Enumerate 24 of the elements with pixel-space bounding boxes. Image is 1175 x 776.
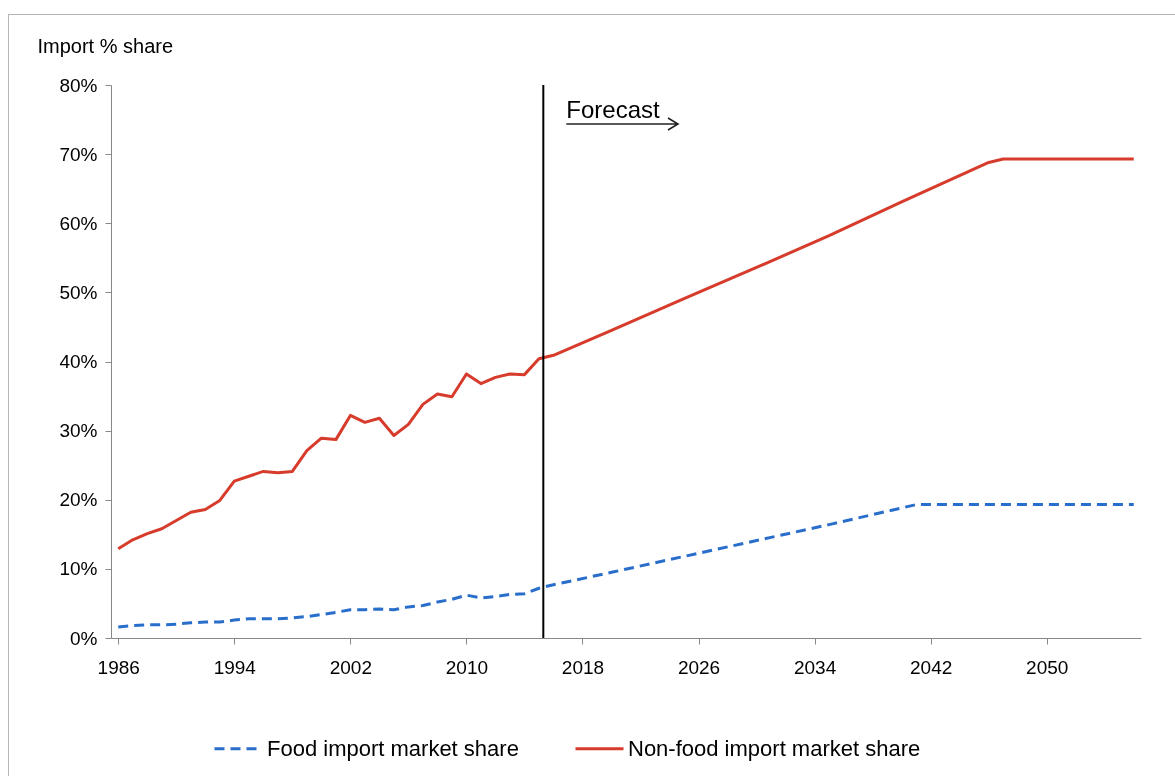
x-tick-label: 1994: [213, 656, 257, 678]
y-tick-label: 0%: [70, 627, 98, 649]
ref-line-label: Forecast: [566, 96, 661, 123]
y-tick-label: 70%: [59, 143, 98, 165]
y-tick-label: 40%: [59, 351, 98, 372]
y-axis-title: Import % share: [37, 34, 174, 57]
x-tick-label: 2018: [561, 656, 605, 678]
x-tick-label: 2034: [793, 656, 837, 678]
x-tick-label: 2002: [329, 656, 373, 678]
line-series: [116, 503, 1136, 629]
y-tick-label: 60%: [59, 212, 98, 234]
x-tick-label: 2050: [1026, 656, 1069, 678]
y-tick-label: 20%: [59, 489, 98, 511]
y-tick-label: 80%: [59, 74, 98, 96]
y-tick-label: 30%: [59, 420, 98, 442]
y-tick-label: 10%: [59, 558, 98, 580]
x-tick-label: 2042: [910, 656, 953, 678]
x-tick-label: 1986: [97, 656, 140, 678]
legend-label: Non-food import market share: [628, 735, 921, 761]
x-tick-label: 2010: [445, 656, 489, 678]
y-tick-label: 50%: [59, 281, 98, 303]
x-tick-label: 2026: [677, 656, 721, 678]
legend-label: Food import market share: [267, 735, 519, 761]
line-series: [116, 157, 1136, 551]
